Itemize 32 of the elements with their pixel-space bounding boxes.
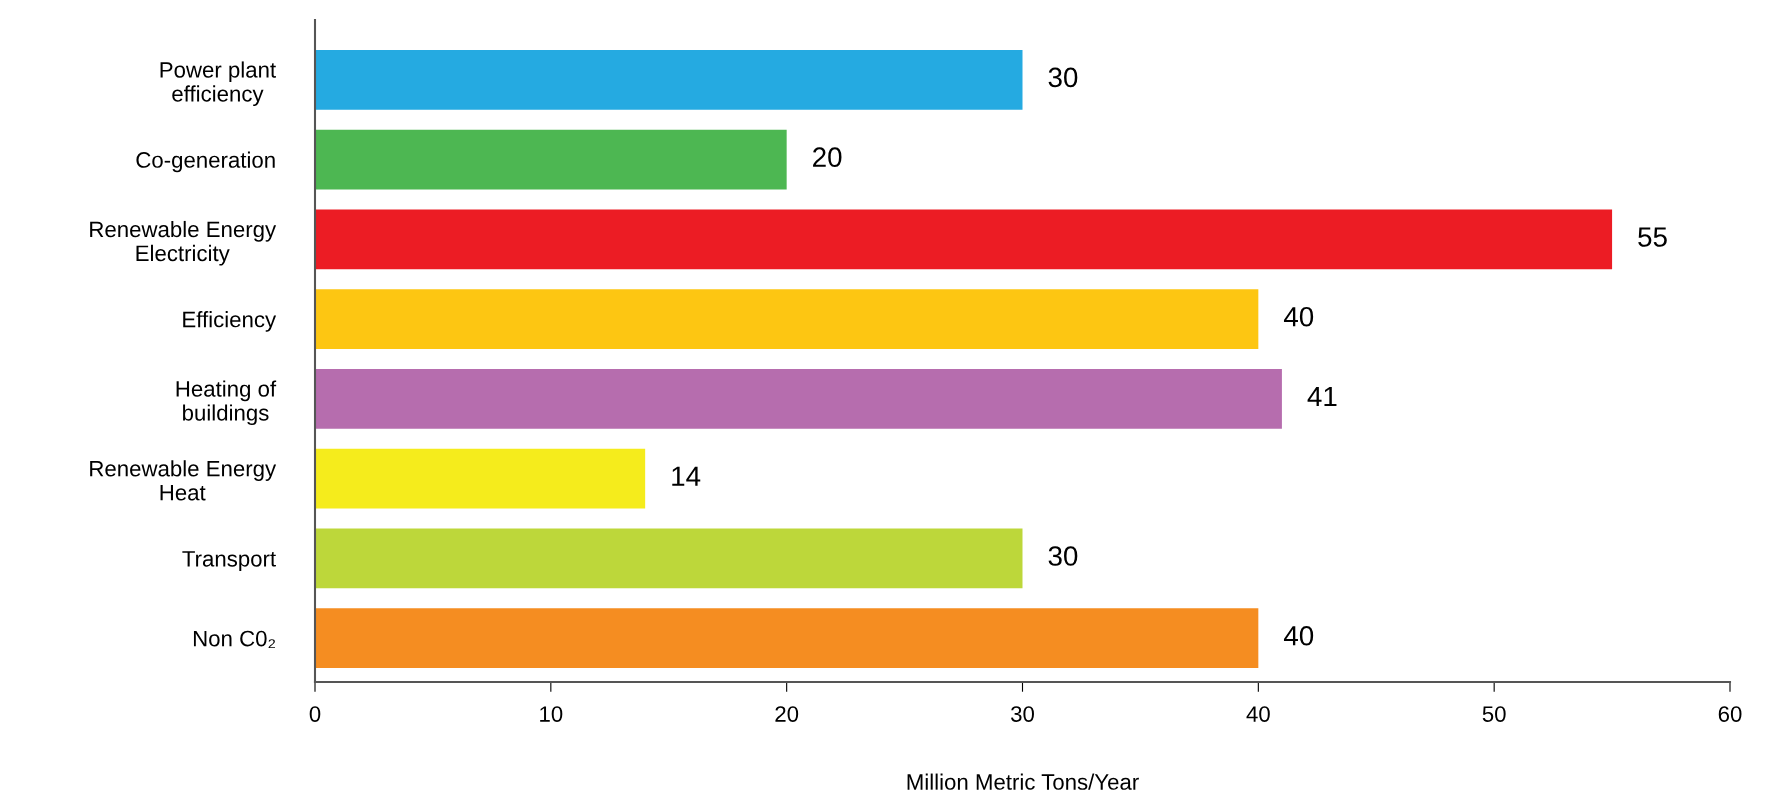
bar [315, 608, 1259, 669]
bar [315, 209, 1613, 270]
y-tick-label: Efficiency [183, 311, 277, 332]
bar [315, 129, 787, 190]
y-tick-label: Renewable Energy Electricity [90, 220, 277, 266]
data-label: 40 [1283, 306, 1314, 327]
data-label: 14 [672, 466, 701, 486]
data-label: 30 [1048, 67, 1078, 88]
y-tick-label: Non C0₂ [193, 630, 276, 649]
x-tick-label: 10 [540, 706, 563, 722]
x-tick-label: 60 [1718, 706, 1742, 722]
data-label: 55 [1638, 227, 1667, 247]
data-label: 41 [1307, 386, 1337, 407]
y-tick-label: Co-generation [136, 151, 275, 173]
y-tick-label: Transport [182, 551, 276, 572]
y-tick-label: Renewable Energy Heat [90, 460, 277, 501]
bar [315, 448, 646, 509]
x-tick-label: 50 [1482, 706, 1506, 722]
data-label: 40 [1283, 625, 1314, 646]
data-label: 20 [813, 147, 842, 168]
x-tick-label: 0 [309, 706, 321, 722]
bar [315, 49, 1023, 110]
y-tick-label: Heating of buildings [176, 380, 277, 426]
x-tick-label: 30 [1010, 706, 1034, 722]
y-tick-label: Power plant efficiency [160, 61, 276, 107]
x-axis-title: Million Metric Tons/Year [907, 773, 1139, 790]
x-tick-label: 20 [775, 706, 799, 722]
bar [315, 289, 1259, 350]
bar [315, 528, 1023, 589]
data-label: 30 [1048, 546, 1078, 566]
bar [315, 368, 1282, 429]
x-tick-label: 40 [1246, 706, 1270, 722]
